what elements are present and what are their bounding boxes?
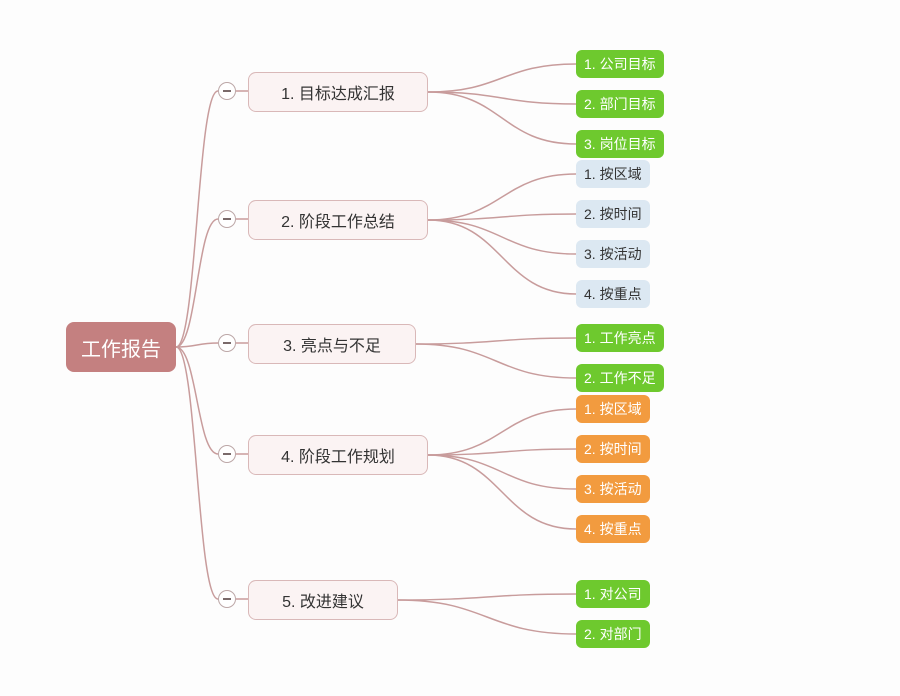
- leaf-label: 1. 工作亮点: [584, 328, 656, 348]
- collapse-button[interactable]: [218, 82, 236, 100]
- leaf-label: 2. 部门目标: [584, 94, 656, 114]
- leaf-node[interactable]: 3. 按活动: [576, 240, 650, 268]
- branch-label: 5. 改进建议: [282, 588, 364, 612]
- leaf-label: 2. 对部门: [584, 624, 642, 644]
- leaf-node[interactable]: 4. 按重点: [576, 515, 650, 543]
- leaf-node[interactable]: 2. 按时间: [576, 200, 650, 228]
- leaf-label: 3. 按活动: [584, 244, 642, 264]
- leaf-label: 1. 公司目标: [584, 54, 656, 74]
- leaf-node[interactable]: 1. 对公司: [576, 580, 650, 608]
- leaf-label: 2. 工作不足: [584, 368, 656, 388]
- collapse-button[interactable]: [218, 445, 236, 463]
- branch-node[interactable]: 1. 目标达成汇报: [248, 72, 428, 112]
- branch-label: 1. 目标达成汇报: [281, 80, 395, 104]
- branch-node[interactable]: 4. 阶段工作规划: [248, 435, 428, 475]
- leaf-node[interactable]: 2. 对部门: [576, 620, 650, 648]
- branch-label: 4. 阶段工作规划: [281, 443, 395, 467]
- branch-label: 3. 亮点与不足: [283, 332, 381, 356]
- leaf-label: 2. 按时间: [584, 204, 642, 224]
- root-label: 工作报告: [81, 333, 161, 362]
- branch-node[interactable]: 5. 改进建议: [248, 580, 398, 620]
- leaf-node[interactable]: 2. 部门目标: [576, 90, 664, 118]
- leaf-node[interactable]: 2. 按时间: [576, 435, 650, 463]
- leaf-node[interactable]: 1. 按区域: [576, 395, 650, 423]
- leaf-label: 2. 按时间: [584, 439, 642, 459]
- branch-node[interactable]: 3. 亮点与不足: [248, 324, 416, 364]
- leaf-node[interactable]: 2. 工作不足: [576, 364, 664, 392]
- leaf-node[interactable]: 3. 岗位目标: [576, 130, 664, 158]
- collapse-button[interactable]: [218, 590, 236, 608]
- collapse-button[interactable]: [218, 334, 236, 352]
- leaf-label: 1. 按区域: [584, 164, 642, 184]
- leaf-node[interactable]: 1. 公司目标: [576, 50, 664, 78]
- leaf-label: 4. 按重点: [584, 519, 642, 539]
- branch-label: 2. 阶段工作总结: [281, 208, 395, 232]
- branch-node[interactable]: 2. 阶段工作总结: [248, 200, 428, 240]
- leaf-label: 1. 按区域: [584, 399, 642, 419]
- root-node[interactable]: 工作报告: [66, 322, 176, 372]
- leaf-node[interactable]: 1. 工作亮点: [576, 324, 664, 352]
- leaf-node[interactable]: 4. 按重点: [576, 280, 650, 308]
- leaf-label: 3. 按活动: [584, 479, 642, 499]
- leaf-label: 4. 按重点: [584, 284, 642, 304]
- leaf-label: 3. 岗位目标: [584, 134, 656, 154]
- leaf-node[interactable]: 1. 按区域: [576, 160, 650, 188]
- leaf-label: 1. 对公司: [584, 584, 642, 604]
- leaf-node[interactable]: 3. 按活动: [576, 475, 650, 503]
- collapse-button[interactable]: [218, 210, 236, 228]
